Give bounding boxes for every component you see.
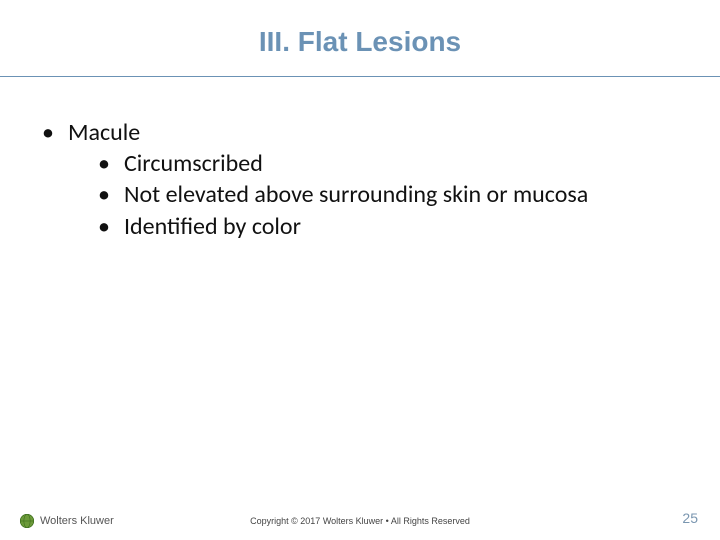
bullet-text: Circumscribed — [124, 148, 263, 179]
slide: III. Flat Lesions • Macule • Circumscrib… — [0, 0, 720, 540]
list-item: • Macule — [40, 117, 680, 148]
content-area: • Macule • Circumscribed • Not elevated … — [0, 77, 720, 242]
bullet-text: Macule — [68, 117, 140, 148]
bullet-icon: • — [96, 211, 124, 242]
footer: Wolters Kluwer Copyright © 2017 Wolters … — [0, 504, 720, 534]
copyright-text: Copyright © 2017 Wolters Kluwer • All Ri… — [0, 516, 720, 526]
page-number: 25 — [682, 510, 698, 526]
slide-title: III. Flat Lesions — [0, 0, 720, 76]
list-item: • Identified by color — [96, 211, 680, 242]
bullet-icon: • — [40, 117, 68, 148]
bullet-text: Identified by color — [124, 211, 301, 242]
list-item: • Circumscribed — [96, 148, 680, 179]
bullet-icon: • — [96, 179, 124, 210]
bullet-text: Not elevated above surrounding skin or m… — [124, 179, 588, 210]
list-item: • Not elevated above surrounding skin or… — [96, 179, 680, 210]
bullet-icon: • — [96, 148, 124, 179]
